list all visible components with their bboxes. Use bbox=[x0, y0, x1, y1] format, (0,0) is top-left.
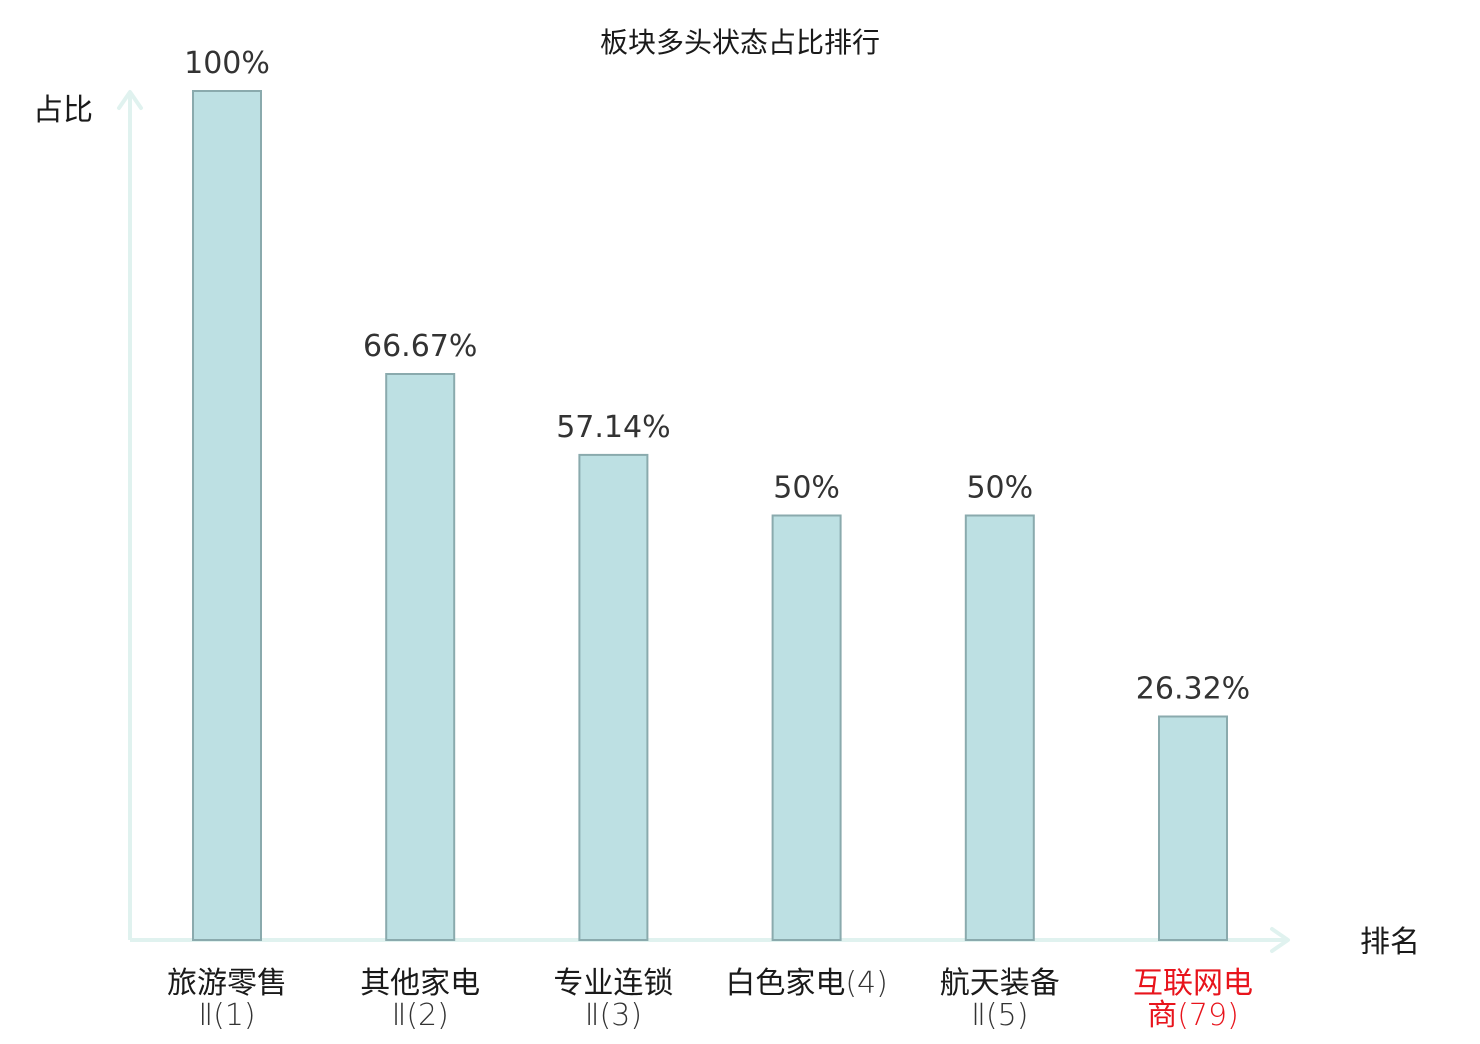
y-axis-label: 占比 bbox=[33, 93, 93, 128]
value-labels-group: 100% 66.67% 57.14% 50% 50% 26.32% bbox=[184, 46, 1250, 707]
category-rank-1: Ⅱ(1) bbox=[198, 998, 255, 1033]
axes bbox=[117, 90, 1290, 953]
x-axis-label: 排名 bbox=[1360, 925, 1420, 960]
bar-1 bbox=[192, 90, 262, 941]
bar-4 bbox=[771, 514, 842, 941]
category-label-6: 互联网电 bbox=[1133, 966, 1253, 1001]
category-label-5: 航天装备 bbox=[940, 966, 1060, 1001]
value-label-3: 57.14% bbox=[556, 410, 670, 445]
bars-group bbox=[192, 90, 1228, 941]
category-label-1: 旅游零售 bbox=[167, 966, 287, 1001]
value-label-4: 50% bbox=[773, 471, 840, 506]
category-rank-6: 商(79) bbox=[1147, 998, 1239, 1033]
bar-3 bbox=[578, 453, 649, 941]
category-label-2: 其他家电 bbox=[360, 966, 480, 1001]
x-axis-arrow bbox=[1270, 927, 1290, 953]
category-rank-5: Ⅱ(5) bbox=[971, 998, 1028, 1033]
bar-2 bbox=[385, 373, 456, 941]
y-axis-arrow bbox=[117, 90, 143, 110]
value-label-2: 66.67% bbox=[363, 329, 477, 364]
bar-6 bbox=[1158, 715, 1228, 941]
bar-5 bbox=[964, 514, 1035, 941]
category-rank-3: Ⅱ(3) bbox=[585, 998, 642, 1033]
value-label-6: 26.32% bbox=[1136, 672, 1250, 707]
category-label-3: 专业连锁 bbox=[553, 966, 673, 1001]
category-rank-2: Ⅱ(2) bbox=[392, 998, 449, 1033]
value-label-1: 100% bbox=[184, 46, 270, 81]
category-label-4: 白色家电(4) bbox=[725, 966, 888, 1001]
value-label-5: 50% bbox=[966, 471, 1033, 506]
chart-title: 板块多头状态占比排行 bbox=[600, 26, 880, 59]
